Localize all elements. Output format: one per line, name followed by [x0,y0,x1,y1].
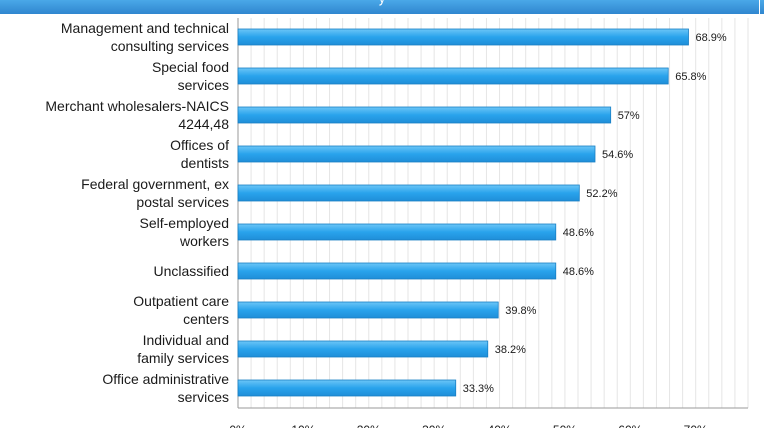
data-label: 57% [618,110,640,122]
bar-layer [237,28,689,397]
title-band: y [0,0,764,14]
x-tick-label: 70% [684,423,708,428]
bar [237,28,689,46]
x-tick-label: 40% [488,423,512,428]
data-label: 65.8% [675,71,706,83]
category-label: consulting services [111,38,229,54]
x-tick-label: 10% [291,423,315,428]
category-label: services [178,77,229,93]
category-label: family services [137,350,229,366]
category-label: Office administrative [102,371,229,387]
label-layer: 68.9% Management and technical consulting … [45,20,727,428]
x-tick-label: 0% [229,423,247,428]
bar [237,379,457,397]
x-tick-label: 20% [357,423,381,428]
category-label: workers [179,233,229,249]
category-label: Merchant wholesalers-NAICS [45,98,229,114]
category-label: postal services [136,194,229,210]
data-label: 48.6% [563,266,594,278]
x-tick-label: 50% [553,423,577,428]
bar [237,340,489,358]
x-tick-label: 30% [422,423,446,428]
title-band-divider [759,0,764,14]
category-label: Individual and [143,332,229,348]
category-label: dentists [181,155,229,171]
category-label: Special food [152,59,229,75]
bar [237,184,580,202]
chart-title-fragment: y [0,0,764,7]
category-label: Management and technical [61,20,229,36]
bar [237,262,557,280]
category-label: Offices of [170,137,229,153]
data-label: 54.6% [602,149,633,161]
data-label: 48.6% [563,227,594,239]
data-label: 33.3% [463,383,494,395]
data-label: 39.8% [505,305,536,317]
bar [237,106,612,124]
bar [237,145,596,163]
category-label: 4244,48 [178,116,229,132]
x-tick-label: 60% [618,423,642,428]
category-label: Self-employed [140,215,230,231]
category-label: Unclassified [154,263,229,279]
data-label: 52.2% [586,188,617,200]
data-label: 38.2% [495,344,526,356]
category-label: services [178,389,229,405]
category-label: Federal government, ex [81,176,229,192]
category-label: centers [183,311,229,327]
bar [237,223,557,241]
bar [237,301,499,319]
category-label: Outpatient care [133,293,229,309]
data-label: 68.9% [696,32,727,44]
bar [237,67,669,85]
